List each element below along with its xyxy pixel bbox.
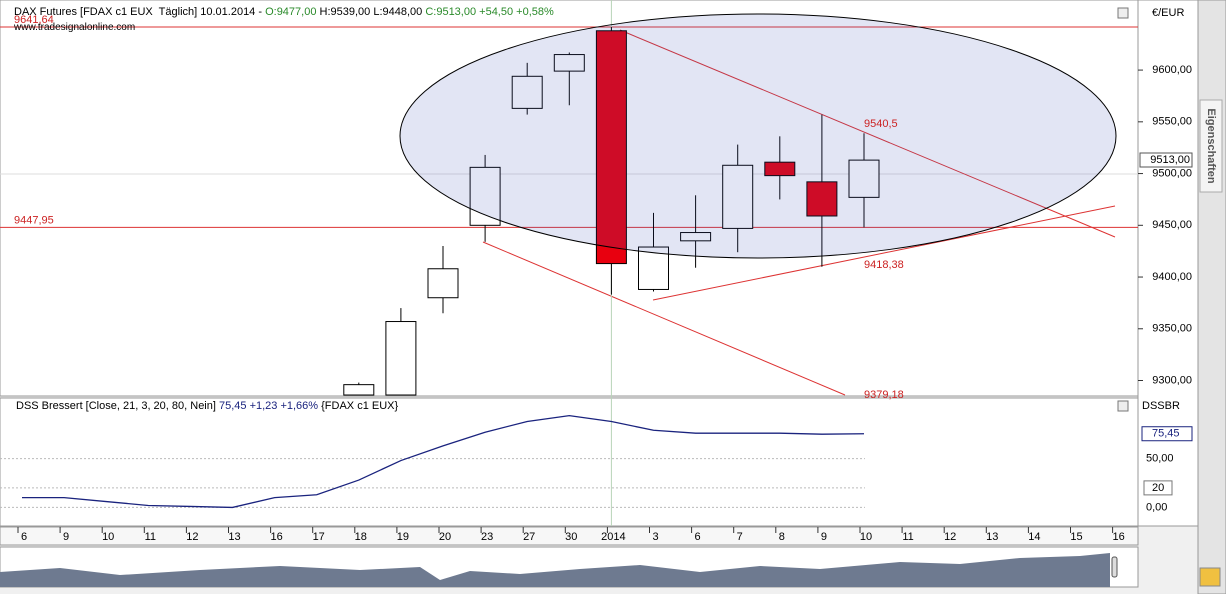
y-tick-label: 9300,00 [1152,374,1192,386]
x-axis-panel [0,526,1139,546]
hline-label: 9641,64 [14,14,54,26]
level-box [1143,480,1173,496]
x-tick-label: 6 [695,531,701,543]
title-part: {FDAX c1 EUX} [318,400,399,412]
y-tick-label: 9350,00 [1152,323,1192,335]
overview-handle[interactable] [1111,556,1118,578]
maximize-button[interactable] [1117,400,1129,412]
candle-body [806,181,838,217]
value-box [1141,426,1193,442]
x-tick-label: 13 [986,531,998,543]
settings-button[interactable] [1199,567,1221,587]
y-tick-label: 9600,00 [1152,64,1192,76]
trendline [482,241,846,396]
currency: €/EUR [1152,7,1184,19]
title-part: O:9477,00 [265,6,317,18]
x-tick-label: 23 [481,531,493,543]
price-box [1139,152,1193,168]
trendline [619,29,1116,238]
sidebar-tab[interactable] [1199,99,1223,193]
site: www.tradesignalonline.com [14,22,136,33]
candle-body [343,384,375,396]
price-box-label: 9513,00 [1150,154,1190,166]
x-tick-label: 9 [821,531,827,543]
candle-body [511,75,543,109]
candle-body [385,321,417,396]
x-tick-label: 13 [228,531,240,543]
title-part: H:9539,00 L:9448,00 [316,6,426,18]
candle-body [469,166,501,226]
title-part: DAX Futures [FDAX c1 EUX Täglich] 10.01.… [14,6,266,18]
candle-body [553,54,585,72]
maximize-button[interactable] [1117,7,1129,19]
sidebar [1197,0,1226,594]
x-tick-label: 30 [565,531,577,543]
x-tick-label: 2014 [601,531,625,543]
x-tick-label: 15 [1070,531,1082,543]
y-tick-label: 50,00 [1146,453,1174,465]
candle-body [722,164,754,229]
x-tick-label: 18 [355,531,367,543]
trend-label: 9379,18 [864,389,904,401]
hline-label: 9447,95 [14,214,54,226]
y-tick-label: 0,00 [1146,501,1167,513]
chart-title: DAX Futures [FDAX c1 EUX Täglich] 10.01.… [14,6,554,18]
y-tick-label: 9450,00 [1152,219,1192,231]
x-tick-label: 14 [1028,531,1040,543]
candle-body [764,161,796,177]
candle-body [680,232,712,242]
trend-label: 9540,5 [864,118,898,130]
y-tick-label: 9550,00 [1152,116,1192,128]
level-label: 20 [1152,482,1164,494]
x-tick-label: 10 [102,531,114,543]
indicator-panel [0,397,1139,527]
title-part: C:9513,00 +54,50 +0,58% [425,6,554,18]
x-tick-label: 16 [270,531,282,543]
x-tick-label: 7 [737,531,743,543]
title-part: DSS Bressert [Close, 21, 3, 20, 80, Nein… [16,400,219,412]
title-part: 75,45 +1,23 +1,66% [218,400,319,412]
x-tick-label: 17 [313,531,325,543]
y-tick-label: 9500,00 [1152,167,1192,179]
sidebar-label[interactable]: Eigenschaften [1205,108,1217,183]
candle-body [848,159,880,198]
x-tick-label: 6 [21,531,27,543]
x-tick-label: 10 [860,531,872,543]
ellipse-annotation [399,13,1117,259]
x-tick-label: 27 [523,531,535,543]
x-tick-label: 8 [779,531,785,543]
candle-body [595,30,627,265]
x-tick-label: 19 [397,531,409,543]
indicator-title: DSS Bressert [Close, 21, 3, 20, 80, Nein… [16,400,398,412]
x-tick-label: 9 [63,531,69,543]
x-tick-label: 20 [439,531,451,543]
y-axis-panel [1137,0,1199,527]
x-tick-label: 3 [652,531,658,543]
overview-area [0,553,1110,587]
y-tick-label: 9400,00 [1152,271,1192,283]
x-tick-label: 11 [902,531,913,543]
trend-label: 9418,38 [864,259,904,271]
value-box-label: 75,45 [1152,428,1180,440]
indicator-line [22,414,865,509]
x-tick-label: 12 [186,531,198,543]
indicator-code: DSSBR [1142,400,1180,412]
candle-body [427,268,459,299]
x-tick-label: 16 [1112,531,1124,543]
trendline [652,205,1116,301]
x-tick-label: 11 [145,531,156,543]
x-tick-label: 12 [944,531,956,543]
